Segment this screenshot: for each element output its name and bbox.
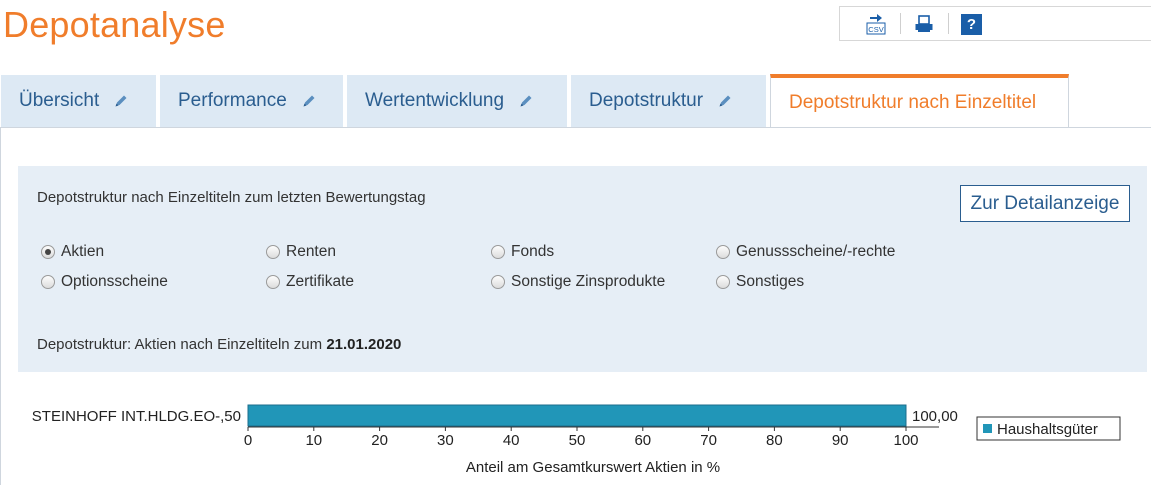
radio-zertifikate[interactable]: Zertifikate xyxy=(266,273,354,291)
pencil-icon xyxy=(113,93,129,109)
radio-aktien[interactable]: Aktien xyxy=(41,243,104,261)
x-tick-label: 100 xyxy=(893,432,918,449)
toolbar-separator xyxy=(900,13,901,34)
pencil-icon xyxy=(518,93,534,109)
radio-label: Genussscheine/-rechte xyxy=(736,243,896,260)
tab-content: Depotstruktur nach Einzeltiteln zum letz… xyxy=(0,127,1151,485)
csv-export-button[interactable]: CSV xyxy=(864,12,888,36)
tab-wertentwicklung[interactable]: Wertentwicklung xyxy=(347,75,567,127)
tab-depotstruktur[interactable]: Depotstruktur xyxy=(571,75,766,127)
tab-divider xyxy=(0,127,1151,128)
printer-icon xyxy=(915,15,933,32)
legend-swatch xyxy=(983,424,992,433)
value-label: 100,00 xyxy=(912,408,958,425)
structure-heading: Depotstruktur: Aktien nach Einzeltiteln … xyxy=(37,336,401,353)
detail-view-button[interactable]: Zur Detailanzeige xyxy=(960,185,1130,222)
x-axis-label: Anteil am Gesamtkurswert Aktien in % xyxy=(466,459,720,476)
csv-export-icon: CSV xyxy=(866,14,886,35)
radio-genussscheine[interactable]: Genussscheine/-rechte xyxy=(716,243,895,261)
help-icon: ? xyxy=(966,16,977,33)
x-tick-label: 80 xyxy=(766,432,783,449)
radio-label: Sonstige Zinsprodukte xyxy=(511,273,666,290)
bar-chart: STEINHOFF INT.HLDG.EO-,50 100,00 0 10 20 30… xyxy=(1,392,1151,485)
x-tick-label: 60 xyxy=(634,432,651,449)
radio-label: Zertifikate xyxy=(286,273,355,290)
radio-sonstiges[interactable]: Sonstiges xyxy=(716,273,804,291)
x-tick-label: 10 xyxy=(305,432,322,449)
radio-label: Optionsscheine xyxy=(61,273,168,290)
tab-depotstruktur-einzeltitel[interactable]: Depotstruktur nach Einzeltitel xyxy=(770,74,1069,128)
category-label: STEINHOFF INT.HLDG.EO-,50 xyxy=(32,408,241,425)
help-button[interactable]: ? xyxy=(961,14,982,35)
radio-indicator xyxy=(491,245,505,259)
radio-label: Fonds xyxy=(511,243,555,260)
csv-icon-label: CSV xyxy=(868,25,883,34)
structure-date: 21.01.2020 xyxy=(326,336,402,353)
x-tick-label: 90 xyxy=(832,432,849,449)
radio-fonds[interactable]: Fonds xyxy=(491,243,554,261)
tab-label: Performance xyxy=(178,90,287,111)
panel-description: Depotstruktur nach Einzeltiteln zum letz… xyxy=(37,189,426,206)
x-tick-label: 30 xyxy=(437,432,454,449)
pencil-icon xyxy=(717,93,733,109)
radio-indicator xyxy=(716,245,730,259)
radio-label: Aktien xyxy=(61,243,105,260)
radio-optionsscheine[interactable]: Optionsscheine xyxy=(41,273,168,291)
radio-label: Sonstiges xyxy=(736,273,805,290)
x-tick-label: 70 xyxy=(700,432,717,449)
tab-label: Depotstruktur nach Einzeltitel xyxy=(789,92,1037,113)
tab-bar: Übersicht Performance Wertentwicklung De… xyxy=(0,74,1151,128)
radio-indicator xyxy=(266,275,280,289)
x-tick-label: 20 xyxy=(371,432,388,449)
radio-indicator xyxy=(491,275,505,289)
pencil-icon xyxy=(301,93,317,109)
chart-svg: STEINHOFF INT.HLDG.EO-,50 100,00 0 10 20 30… xyxy=(32,404,1121,476)
bar xyxy=(247,404,907,427)
structure-prefix: Depotstruktur: Aktien nach Einzeltiteln … xyxy=(37,336,323,353)
radio-indicator xyxy=(41,275,55,289)
x-tick-label: 40 xyxy=(503,432,520,449)
radio-label: Renten xyxy=(286,243,336,260)
legend: Haushaltsgüter xyxy=(976,416,1121,441)
tab-label: Depotstruktur xyxy=(589,90,704,111)
tab-performance[interactable]: Performance xyxy=(160,75,343,127)
radio-indicator xyxy=(266,245,280,259)
radio-sonstige-zinsprodukte[interactable]: Sonstige Zinsprodukte xyxy=(491,273,665,291)
print-button[interactable] xyxy=(912,12,936,36)
legend-box xyxy=(976,416,1121,441)
tab-uebersicht[interactable]: Übersicht xyxy=(1,75,156,127)
tab-label: Wertentwicklung xyxy=(365,90,505,111)
x-tick-label: 0 xyxy=(244,432,252,449)
toolbar: CSV ? xyxy=(839,6,1151,41)
selection-panel: Depotstruktur nach Einzeltiteln zum letz… xyxy=(18,166,1147,372)
radio-renten[interactable]: Renten xyxy=(266,243,336,261)
radio-indicator xyxy=(41,245,55,259)
toolbar-separator xyxy=(948,13,949,34)
radio-indicator xyxy=(716,275,730,289)
page-title: Depotanalyse xyxy=(3,4,226,45)
legend-label: Haushaltsgüter xyxy=(997,421,1098,438)
x-tick-label: 50 xyxy=(569,432,586,449)
tab-label: Übersicht xyxy=(19,90,100,111)
